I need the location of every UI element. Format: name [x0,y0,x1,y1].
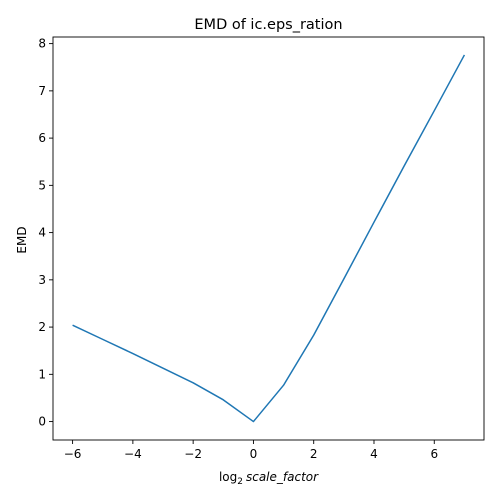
plot-area [52,36,485,441]
y-tick-label: 3 [38,273,46,287]
y-tick-label: 0 [38,415,46,429]
x-tick-label: 0 [250,447,258,461]
x-axis-label-subscript: 2 [237,477,243,487]
y-axis-label: EMD [15,226,29,253]
x-tick-label: −2 [184,447,202,461]
x-tick-label: 4 [370,447,378,461]
x-tick-label: −4 [124,447,142,461]
y-tick-label: 6 [38,131,46,145]
y-tick-label: 8 [38,37,46,51]
y-tick-label: 5 [38,178,46,192]
y-tick-label: 7 [38,84,46,98]
x-tick-label: −6 [64,447,82,461]
plot-frame [52,36,485,441]
x-axis-label-variable: scale_factor [246,470,319,484]
y-axis: 0 1 2 3 4 5 6 7 8 [38,37,53,429]
chart-title: EMD of ic.eps_ration [194,17,342,33]
x-tick-label: 2 [310,447,318,461]
x-axis-label-prefix: log [219,470,237,484]
x-axis: −6 −4 −2 0 2 4 6 [64,440,438,461]
series-line-0 [72,54,466,423]
x-axis-label: log2 scale_factor [219,470,319,487]
x-tick-label: 6 [430,447,438,461]
y-tick-label: 2 [38,320,46,334]
y-tick-label: 4 [38,226,46,240]
y-tick-label: 1 [38,367,46,381]
